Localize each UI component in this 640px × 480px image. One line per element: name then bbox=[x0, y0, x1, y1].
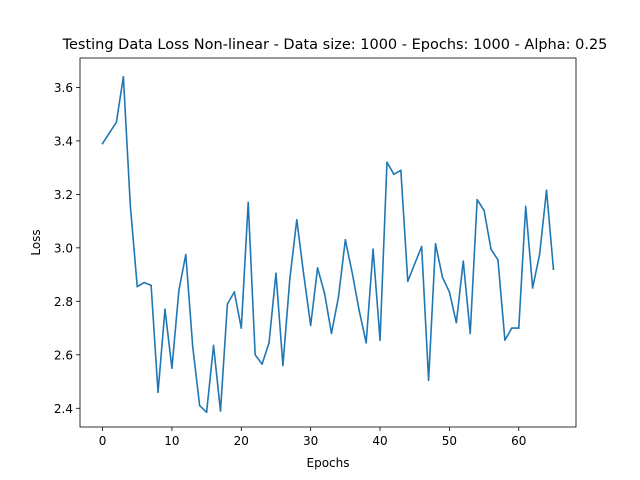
plot-area bbox=[80, 58, 576, 427]
data-point bbox=[233, 291, 236, 293]
data-point bbox=[427, 379, 430, 382]
data-point bbox=[462, 260, 465, 263]
x-tick-label: 10 bbox=[164, 434, 179, 448]
x-tick-label: 20 bbox=[234, 434, 249, 448]
series-line bbox=[101, 75, 555, 414]
y-tick-label: 3.6 bbox=[54, 81, 73, 95]
data-point bbox=[379, 339, 381, 341]
data-point bbox=[240, 327, 243, 329]
chart-title: Testing Data Loss Non-linear - Data size… bbox=[62, 37, 608, 53]
data-point bbox=[337, 296, 340, 299]
data-point bbox=[483, 209, 485, 212]
data-point bbox=[309, 324, 312, 327]
data-point bbox=[316, 267, 319, 269]
data-point bbox=[517, 327, 520, 329]
axes-layer: 0 10 20 30 40 50 60 2.4 2.6 2.8 3.0 3.2 3.4 3.6 bbox=[54, 81, 527, 448]
data-point bbox=[344, 239, 347, 241]
data-point bbox=[295, 218, 298, 221]
x-axis-label: Epochs bbox=[307, 456, 350, 470]
data-point bbox=[289, 277, 291, 280]
x-tick-label: 50 bbox=[442, 434, 457, 448]
y-tick-label: 2.8 bbox=[54, 295, 73, 309]
data-point bbox=[198, 404, 201, 407]
data-point bbox=[302, 273, 305, 276]
data-point bbox=[219, 410, 222, 412]
data-point bbox=[393, 173, 395, 176]
data-point bbox=[552, 268, 555, 271]
data-point bbox=[184, 253, 187, 256]
x-tick-label: 60 bbox=[511, 434, 526, 448]
data-point bbox=[191, 345, 194, 348]
data-point bbox=[108, 132, 111, 134]
y-tick-label: 2.4 bbox=[54, 402, 73, 416]
data-point bbox=[469, 332, 472, 335]
data-point bbox=[351, 272, 354, 275]
data-point bbox=[254, 354, 256, 356]
data-point bbox=[413, 263, 416, 265]
y-tick-label: 3.0 bbox=[54, 241, 73, 255]
data-point bbox=[455, 321, 458, 324]
data-point bbox=[101, 142, 104, 145]
data-point bbox=[420, 245, 423, 248]
x-tick-label: 40 bbox=[372, 434, 387, 448]
data-point bbox=[538, 253, 541, 256]
data-point bbox=[372, 248, 374, 250]
data-point bbox=[434, 243, 437, 245]
data-point bbox=[129, 204, 132, 206]
y-tick-label: 2.6 bbox=[54, 348, 73, 362]
y-tick-label: 3.4 bbox=[54, 134, 73, 148]
data-layer bbox=[101, 75, 555, 414]
data-point bbox=[212, 344, 215, 347]
data-point bbox=[143, 281, 145, 284]
x-tick-label: 0 bbox=[99, 434, 107, 448]
data-point bbox=[490, 248, 492, 250]
data-point bbox=[226, 303, 229, 305]
data-point bbox=[115, 121, 118, 123]
data-point bbox=[511, 327, 513, 329]
data-point bbox=[476, 198, 478, 201]
data-point bbox=[178, 289, 180, 292]
data-point bbox=[504, 339, 506, 341]
data-point bbox=[157, 391, 159, 394]
data-point bbox=[282, 364, 284, 367]
data-point bbox=[136, 285, 139, 288]
data-point bbox=[205, 411, 208, 414]
data-point bbox=[545, 189, 548, 192]
data-point bbox=[150, 284, 152, 287]
data-point bbox=[330, 332, 333, 335]
data-point bbox=[497, 259, 499, 261]
data-point bbox=[275, 272, 277, 275]
data-point bbox=[261, 363, 263, 365]
data-point bbox=[247, 201, 250, 204]
data-point bbox=[164, 308, 166, 311]
data-point bbox=[365, 341, 367, 344]
data-point bbox=[448, 291, 451, 293]
data-point bbox=[441, 276, 444, 279]
data-point bbox=[400, 169, 402, 172]
data-point bbox=[268, 341, 270, 344]
y-tick-label: 3.2 bbox=[54, 188, 73, 202]
data-point bbox=[406, 280, 409, 283]
y-axis-label: Loss bbox=[29, 229, 43, 255]
x-tick-label: 30 bbox=[303, 434, 318, 448]
data-point bbox=[531, 287, 534, 289]
data-point bbox=[323, 292, 326, 295]
plot-frame bbox=[79, 57, 577, 428]
data-point bbox=[358, 309, 361, 312]
data-point bbox=[122, 75, 125, 78]
data-point bbox=[171, 367, 173, 369]
data-point bbox=[524, 205, 527, 208]
data-point bbox=[386, 161, 388, 164]
